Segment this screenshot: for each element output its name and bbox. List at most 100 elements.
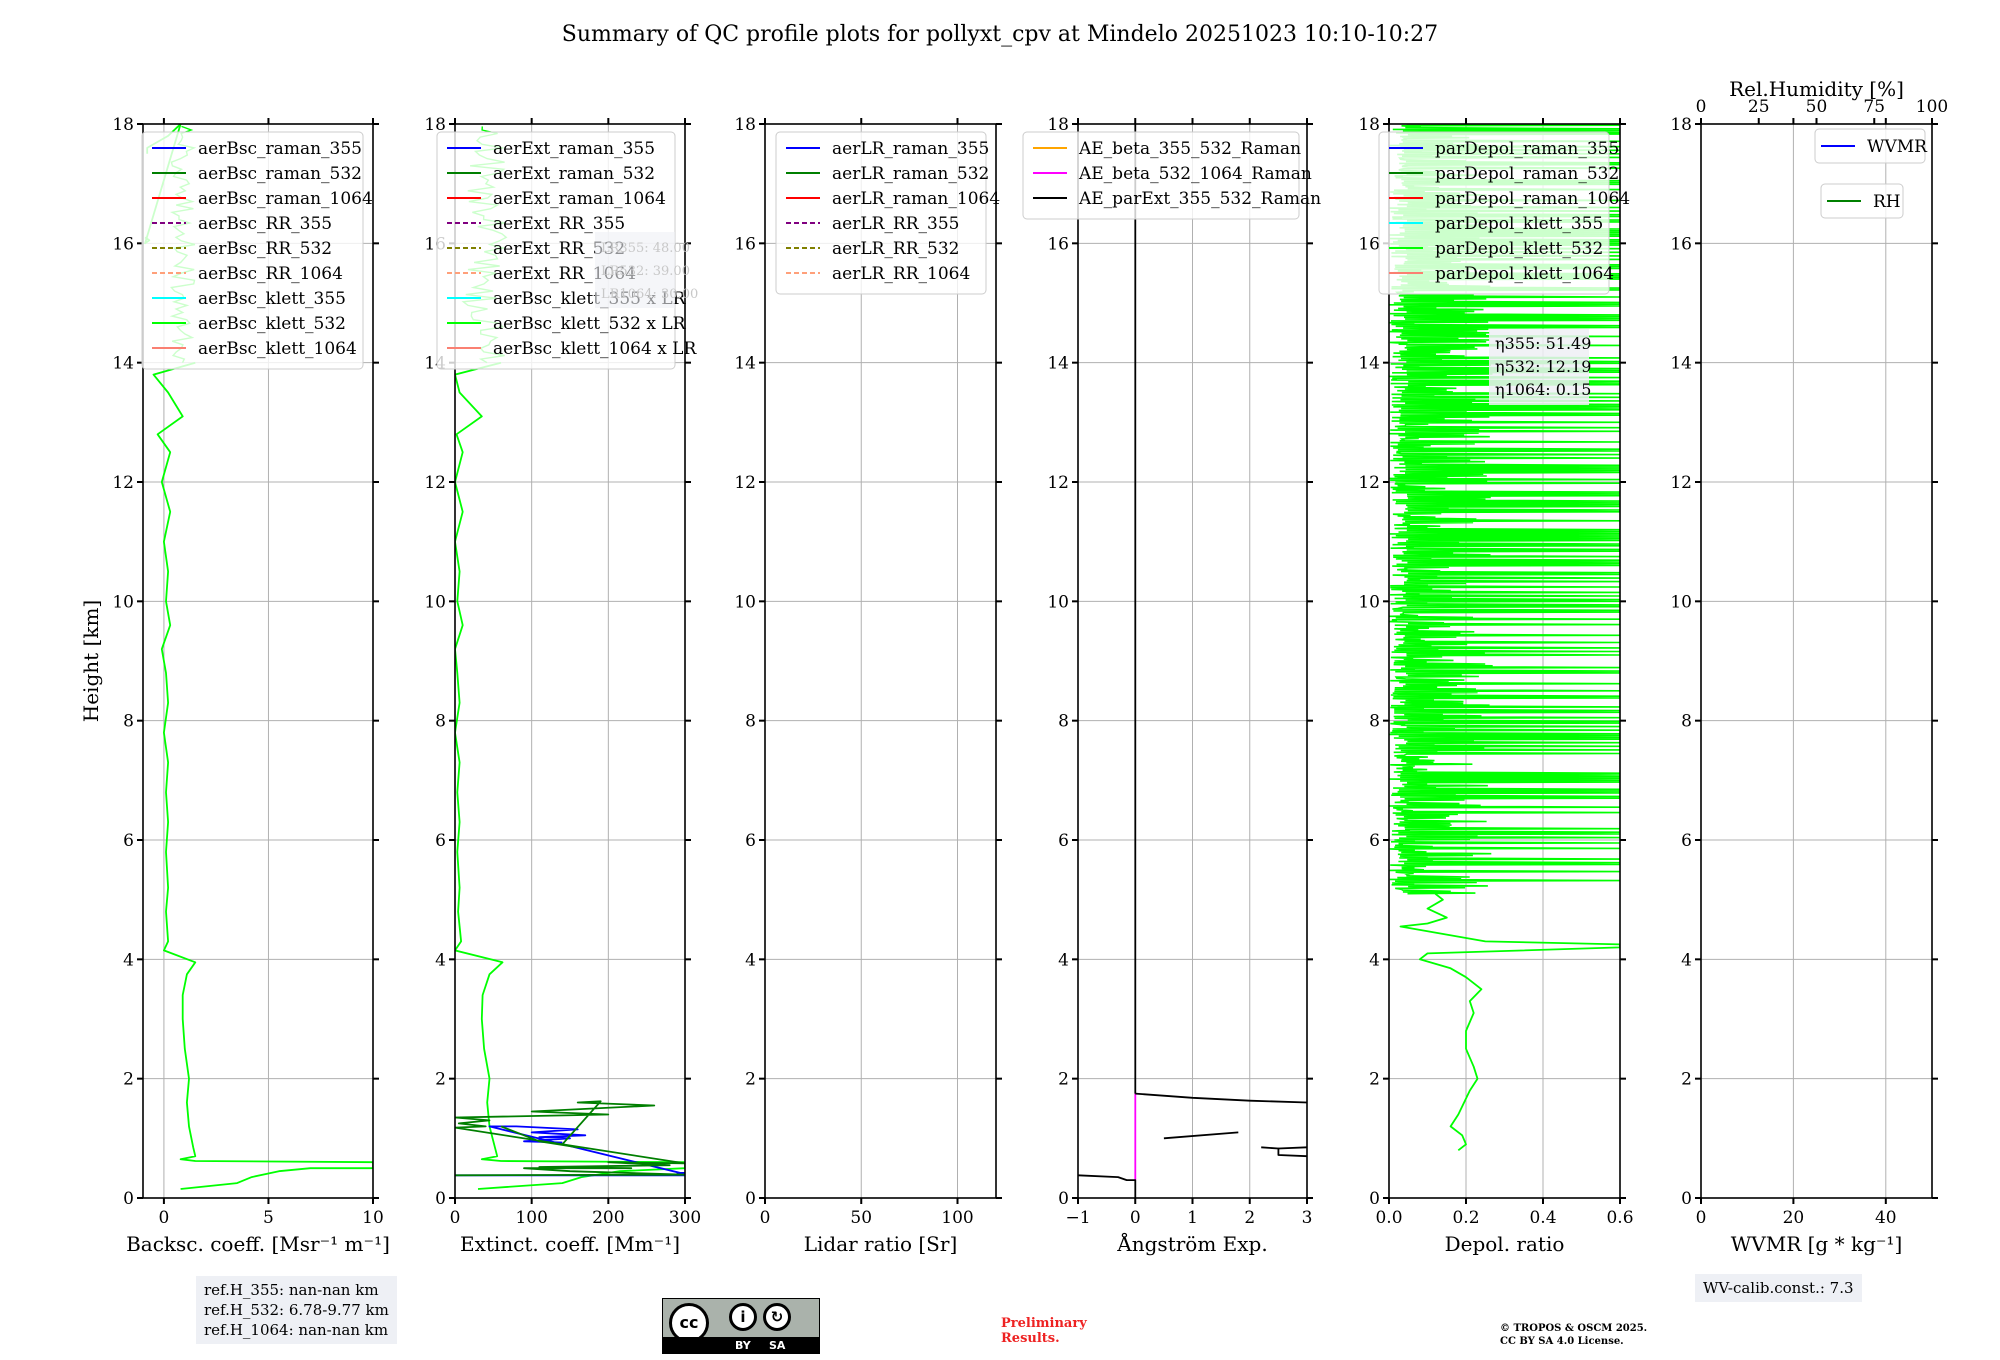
x-tick-label: 10 (362, 1208, 384, 1228)
x-tick-label: 200 (592, 1208, 624, 1228)
x-tick-label: 20 (1783, 1208, 1805, 1228)
legend-label: aerExt_raman_532 (493, 164, 655, 184)
y-tick-label: 2 (1681, 1070, 1692, 1090)
y-tick-label: 18 (734, 115, 756, 135)
y-tick-label: 14 (1670, 354, 1692, 374)
x-axis-label: Extinct. coeff. [Mm⁻¹] (460, 1232, 680, 1256)
y-tick-label: 18 (1047, 115, 1069, 135)
y-tick-label: 14 (734, 354, 756, 374)
y-tick-label: 14 (1047, 354, 1069, 374)
y-tick-label: 0 (123, 1189, 134, 1209)
axes-frame (764, 123, 997, 1199)
y-tick-label: 6 (745, 831, 756, 851)
top-x-tick-label: 0 (1696, 97, 1707, 117)
x-axis-label: Ångström Exp. (1116, 1231, 1267, 1256)
y-tick-label: 8 (1369, 712, 1380, 732)
legend-box (775, 131, 987, 295)
y-tick-label: 16 (1358, 234, 1380, 254)
series-line-aerExt_raman_532 (455, 1100, 685, 1177)
x-tick-label: 300 (669, 1208, 701, 1228)
x-axis-label: Depol. ratio (1445, 1232, 1565, 1256)
y-tick-label: 4 (435, 950, 446, 970)
legend-box-rh (1820, 183, 1904, 219)
preliminary-note: Preliminary Results. (1001, 1316, 1087, 1346)
legend-label: aerLR_RR_355 (832, 214, 959, 234)
legend-label: aerBsc_klett_532 x LR (493, 314, 687, 334)
y-tick-label: 0 (1369, 1189, 1380, 1209)
x-tick-label: 2 (1244, 1208, 1255, 1228)
y-tick-label: 6 (123, 831, 134, 851)
y-tick-label: 8 (745, 712, 756, 732)
series-line-AE_parExt_355_532_Raman_c (1261, 1146, 1307, 1158)
series-line-AE_parExt_355_532_Raman_d (1278, 1146, 1307, 1150)
y-tick-label: 4 (1369, 950, 1380, 970)
legend-label: aerBsc_raman_355 (198, 139, 362, 159)
x-tick-label: 0 (760, 1208, 771, 1228)
series-line-AE_parExt_355_532_Raman_a (1135, 1092, 1307, 1104)
series-line-aerBsc_klett_532 (152, 361, 373, 1190)
y-tick-label: 10 (1670, 592, 1692, 612)
x-tick-label: 0 (1696, 1208, 1707, 1228)
y-tick-label: 10 (424, 592, 446, 612)
x-tick-label: 0 (158, 1208, 169, 1228)
legend-label: aerLR_raman_532 (832, 164, 989, 184)
y-tick-label: 16 (734, 234, 756, 254)
top-x-axis-label: Rel.Humidity [%] (1729, 77, 1904, 101)
y-tick-label: 4 (123, 950, 134, 970)
y-tick-label: 0 (745, 1189, 756, 1209)
preliminary-line-1: Preliminary (1001, 1316, 1087, 1331)
legend-box (1378, 131, 1610, 295)
x-tick-label: 5 (263, 1208, 274, 1228)
sa-label: SA (769, 1339, 786, 1352)
legend-label: aerLR_raman_355 (832, 139, 989, 159)
y-tick-label: 2 (123, 1070, 134, 1090)
y-tick-label: 0 (1058, 1189, 1069, 1209)
y-tick-label: 12 (734, 473, 756, 493)
legend-label: aerLR_RR_532 (832, 239, 959, 259)
figure-title: Summary of QC profile plots for pollyxt_… (561, 22, 1439, 47)
series-line-AE_parExt_355_532_Raman_b (1163, 1131, 1239, 1140)
x-tick-label: 100 (941, 1208, 973, 1228)
y-tick-label: 2 (1369, 1070, 1380, 1090)
x-tick-label: 0.2 (1452, 1208, 1479, 1228)
legend-label: aerBsc_RR_355 (198, 214, 332, 234)
panel-depol: 0.0 0.2 0.4 0.6 0 2 4 6 8 10 12 14 16 18 Depol. ratio p… (1358, 115, 1633, 1256)
legend-label: parDepol_klett_355 (1435, 214, 1603, 234)
y-tick-label: 4 (1058, 950, 1069, 970)
legend-label: aerBsc_klett_532 (198, 314, 346, 334)
copyright-line-1: © TROPOS & OSCM 2025. (1500, 1323, 1648, 1334)
y-tick-label: 18 (112, 115, 134, 135)
legend-label: RH (1873, 192, 1901, 212)
reference-heights-box: ref.H_355: nan-nan km ref.H_532: 6.78-9.… (196, 1276, 397, 1344)
legend-box (1022, 131, 1300, 220)
y-tick-label: 10 (1358, 592, 1380, 612)
series-line-aerBsc_klett_532 x LR (455, 361, 685, 1190)
wv-calibration-box: WV-calib.const.: 7.3 (1695, 1274, 1862, 1302)
y-tick-label: 10 (112, 592, 134, 612)
y-tick-label: 16 (112, 234, 134, 254)
attribution-icon: i (729, 1303, 757, 1331)
y-tick-label: 18 (1670, 115, 1692, 135)
panel-lidar-ratio: 0 50 100 0 2 4 6 8 10 12 14 16 18 Lidar ratio [Sr] aer… (734, 115, 1002, 1256)
y-tick-label: 6 (1369, 831, 1380, 851)
x-tick-label: 0.6 (1606, 1208, 1633, 1228)
x-tick-label: 100 (515, 1208, 547, 1228)
y-tick-label: 12 (1670, 473, 1692, 493)
legend-label: parDepol_raman_1064 (1435, 189, 1630, 209)
annotation-line: LR355: 48.00 (601, 241, 690, 256)
axes-frame (454, 123, 686, 1199)
y-tick-label: 6 (1058, 831, 1069, 851)
legend-label: AE_parExt_355_532_Raman (1078, 189, 1321, 209)
legend-label: aerExt_RR_355 (493, 214, 625, 234)
share-alike-icon: ↻ (763, 1303, 791, 1331)
annotation-line: η532: 12.19 (1495, 357, 1591, 376)
legend-label: AE_beta_532_1064_Raman (1078, 164, 1312, 184)
badge-bar (663, 1337, 819, 1353)
legend-label: AE_beta_355_532_Raman (1078, 139, 1301, 159)
y-tick-label: 2 (435, 1070, 446, 1090)
legend-label: parDepol_raman_355 (1435, 139, 1619, 159)
top-x-tick-label: 50 (1806, 97, 1828, 117)
y-tick-label: 10 (734, 592, 756, 612)
